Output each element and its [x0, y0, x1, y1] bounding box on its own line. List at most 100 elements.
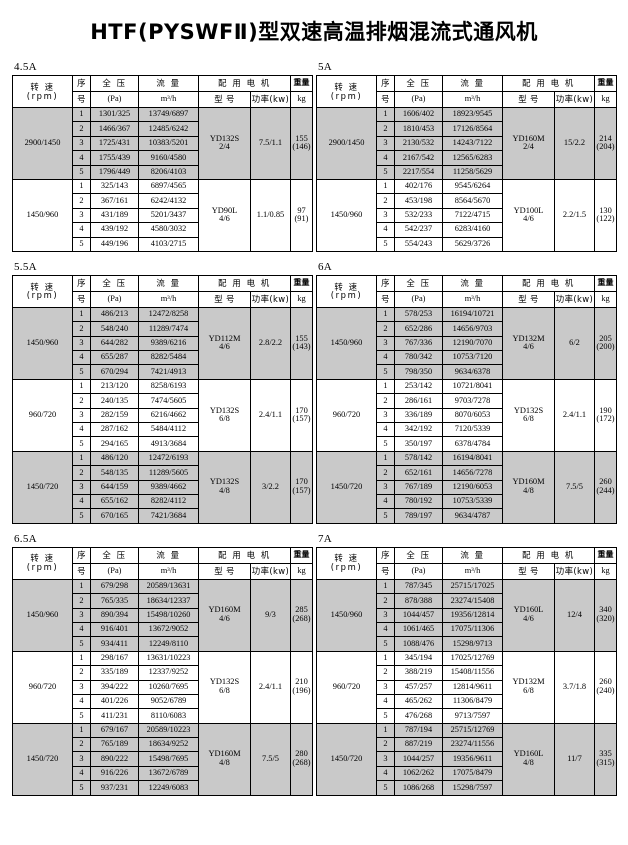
cell-index: 2 — [376, 393, 395, 409]
cell-index: 2 — [72, 321, 91, 337]
cell-flow: 12190/7070 — [442, 335, 503, 352]
weight-primary: 155 — [295, 133, 308, 143]
header-no-bottom: 号 — [376, 562, 395, 580]
cell-flow: 23274/11556 — [442, 737, 503, 753]
header-pressure-unit: (Pa) — [90, 91, 139, 108]
header-rpm: 转 速 (rpm) — [12, 546, 73, 580]
cell-rpm: 1450/720 — [316, 450, 377, 524]
cell-pressure: 367/161 — [90, 193, 139, 209]
header-motor-model: 型 号 — [502, 91, 555, 108]
cell-pressure: 2167/542 — [394, 150, 443, 166]
cell-pressure: 476/268 — [394, 708, 443, 724]
cell-flow: 7421/3684 — [138, 508, 199, 524]
table-row: 4 655/162 8282/4112 — [13, 493, 313, 510]
weight-primary: 97 — [297, 205, 306, 215]
cell-rpm: 960/720 — [12, 378, 73, 452]
cell-index: 1 — [72, 178, 91, 195]
cell-flow: 23274/15408 — [442, 593, 503, 609]
cell-pressure: 937/231 — [90, 780, 139, 796]
cell-flow: 8282/4112 — [138, 493, 199, 510]
tables-grid: 4.5A 转 速 (rpm) 序全 压流 量配 用 电 机重量号 (Pa) m³/h 型 号… — [12, 58, 617, 802]
cell-weight: 97 (91) — [290, 178, 313, 252]
cell-pressure: 652/286 — [394, 321, 443, 337]
cell-index: 3 — [376, 607, 395, 623]
cell-motor-power: 2.4/1.1 — [250, 650, 291, 724]
table-header: 转 速 (rpm) 序全 压流 量配 用 电 机重量号 (Pa) m³/h 型 号功率(k… — [316, 274, 617, 308]
table-row: 1450/960 1 787/345 25715/17025 YD160L 4/6 12/4… — [316, 578, 617, 652]
spec-table: 转 速 (rpm) 序全 压流 量配 用 电 机重量号 (Pa) m³/h 型 号功率(k… — [12, 546, 313, 796]
panel-label: 6.5A — [14, 532, 37, 545]
motor-model-poles: 4/8 — [523, 758, 534, 768]
weight-secondary: (244) — [596, 486, 615, 496]
panel-label: 5.5A — [14, 260, 37, 273]
table-row: 3 890/222 15498/7695 — [13, 751, 313, 767]
table-row: 1450/960 1 578/253 16194/10721 YD132M 4/6 6/2 2… — [316, 306, 617, 380]
weight-primary: 285 — [295, 605, 308, 615]
table-row: 2 548/135 11289/5605 — [13, 465, 313, 481]
cell-flow: 9545/6264 — [442, 178, 503, 195]
header-flow-unit: m³/h — [442, 562, 503, 580]
table-row: 4 542/237 6283/4160 — [317, 222, 617, 238]
header-weight-unit: kg — [594, 562, 617, 580]
header-row-bottom: 号 (Pa) m³/h 型 号功率(kw) kg — [317, 91, 617, 108]
cell-index: 1 — [376, 722, 395, 739]
weight-primary: 130 — [599, 205, 612, 215]
motor-model-name: YD132S — [209, 677, 240, 687]
weight-primary: 260 — [599, 477, 612, 487]
header-pressure: 全 压 — [394, 546, 443, 564]
cell-pressure: 679/298 — [90, 578, 139, 595]
cell-index: 5 — [376, 780, 395, 796]
table-row: 2900/1450 1 1301/325 13749/6897 YD132S 2/4 7.5… — [12, 106, 313, 180]
header-flow: 流 量 — [442, 546, 503, 564]
cell-flow: 7120/5339 — [442, 422, 503, 438]
cell-rpm: 1450/720 — [316, 722, 377, 796]
weight-primary: 280 — [295, 749, 308, 759]
cell-flow: 17025/12769 — [442, 650, 503, 667]
cell-flow: 9389/6216 — [138, 335, 199, 352]
cell-pressure: 1725/431 — [90, 135, 139, 152]
motor-model-name: YD132M — [512, 333, 545, 343]
weight-primary: 335 — [599, 749, 612, 759]
header-motor-model: 型 号 — [502, 562, 555, 580]
cell-flow: 20589/13631 — [138, 578, 199, 595]
motor-model-poles: 4/6 — [219, 214, 230, 224]
weight-primary: 205 — [599, 333, 612, 343]
cell-pressure: 644/159 — [90, 479, 139, 495]
weight-primary: 214 — [599, 133, 612, 143]
weight-primary: 170 — [295, 405, 308, 415]
table-body: 1450/960 1 486/213 12472/8258 YD112M 4/6 2.8/2… — [12, 306, 313, 524]
cell-flow: 4913/3684 — [138, 436, 199, 452]
cell-weight: 260 (244) — [594, 450, 617, 524]
cell-index: 3 — [72, 335, 91, 352]
table-row: 960/720 1 345/194 17025/12769 YD132M 6/8 3.7/1… — [316, 650, 617, 724]
cell-motor-model: YD132S 6/8 — [502, 378, 555, 452]
table-row: 1450/720 1 787/194 25715/12769 YD160L 4/8 11/7… — [316, 722, 617, 796]
header-motor-model: 型 号 — [502, 290, 555, 308]
cell-pressure: 1086/268 — [394, 780, 443, 796]
motor-model-poles: 4/6 — [523, 214, 534, 224]
cell-pressure: 1044/457 — [394, 607, 443, 623]
weight-secondary: (315) — [596, 758, 615, 768]
cell-weight: 340 (320) — [594, 578, 617, 652]
cell-flow: 9052/6789 — [138, 693, 199, 710]
motor-model-poles: 2/4 — [219, 142, 230, 152]
table-row: 2 1810/453 17126/8564 — [317, 121, 617, 137]
cell-pressure: 388/219 — [394, 665, 443, 681]
cell-weight: 155 (143) — [290, 306, 313, 380]
spec-panel: 7A 转 速 (rpm) 序全 压流 量配 用 电 机重量号 (Pa) m³/h 型 号功率… — [316, 530, 617, 796]
cell-index: 3 — [376, 335, 395, 352]
cell-weight: 190 (172) — [594, 378, 617, 452]
motor-model-poles: 4/6 — [219, 614, 230, 624]
cell-motor-model: YD132S 6/8 — [198, 378, 251, 452]
cell-motor-power: 2.8/2.2 — [250, 306, 291, 380]
cell-pressure: 916/401 — [90, 621, 139, 638]
cell-flow: 16194/10721 — [442, 306, 503, 323]
cell-pressure: 401/226 — [90, 693, 139, 710]
cell-pressure: 394/222 — [90, 679, 139, 695]
table-row: 5 1796/449 8206/4103 — [13, 164, 313, 180]
table-row: 3 1725/431 10383/5201 — [13, 135, 313, 152]
cell-pressure: 345/194 — [394, 650, 443, 667]
cell-flow: 12485/6242 — [138, 121, 199, 137]
header-motor-power: 功率(kw) — [250, 562, 291, 580]
cell-flow: 20589/10223 — [138, 722, 199, 739]
